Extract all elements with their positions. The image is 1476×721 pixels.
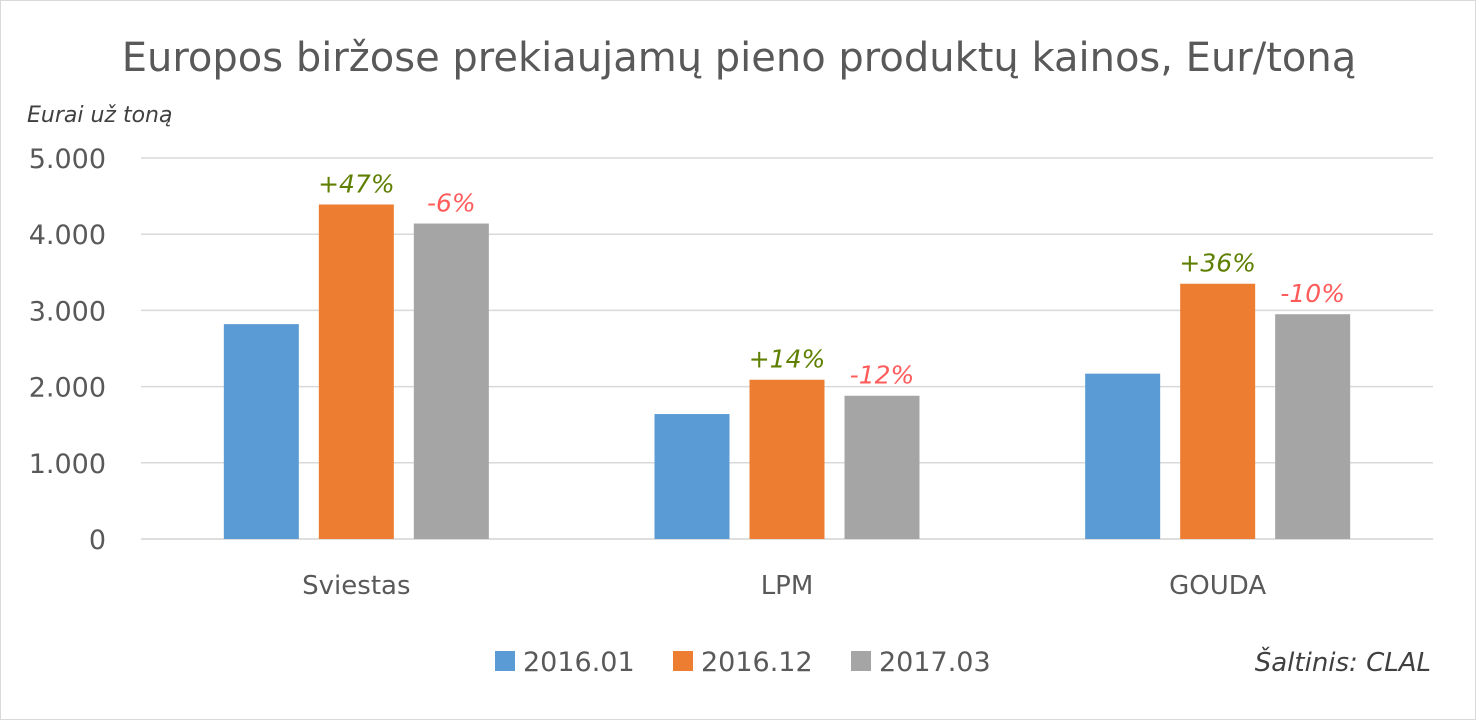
legend-label: 2017.03: [879, 647, 991, 678]
bar-2017.03-GOUDA: [1275, 314, 1351, 539]
bar-2016.12-LPM: [749, 379, 825, 539]
data-label: +47%: [318, 169, 395, 198]
y-tick-label: 2.000: [29, 373, 106, 404]
y-tick-label: 3.000: [29, 296, 106, 327]
legend: 2016.01 2016.12 2017.03: [495, 647, 991, 678]
y-tick-label: 4.000: [29, 220, 106, 251]
y-axis-ticks: 0 1.000 2.000 3.000 4.000 5.000: [29, 144, 106, 556]
category-label: GOUDA: [1169, 571, 1266, 601]
bar-2017.03-Sviestas: [413, 223, 489, 540]
bar-2016.01-GOUDA: [1085, 373, 1161, 539]
y-tick-label: 1.000: [29, 449, 106, 480]
data-label: -10%: [1280, 279, 1345, 308]
legend-swatch: [851, 651, 871, 671]
bar-2017.03-LPM: [844, 395, 920, 539]
bar-2016.12-Sviestas: [318, 204, 394, 539]
y-tick-label: 0: [89, 525, 106, 556]
category-label: Sviestas: [302, 571, 410, 601]
y-tick-label: 5.000: [29, 144, 106, 175]
source-note: Šaltinis: CLAL: [1255, 646, 1431, 678]
legend-label: 2016.12: [701, 647, 813, 678]
legend-label: 2016.01: [523, 647, 635, 678]
y-axis-label: Eurai už toną: [27, 103, 172, 128]
chart-title: Europos biržose prekiaujamų pieno produk…: [122, 35, 1357, 81]
bar-2016.01-LPM: [654, 414, 730, 539]
bar-annotations: +47% -6% +14% -12% +36% -10%: [318, 169, 1345, 389]
data-label: +14%: [749, 345, 826, 374]
data-label: +36%: [1179, 249, 1256, 278]
bar-2016.01-Sviestas: [223, 324, 299, 539]
bar-2016.12-GOUDA: [1180, 283, 1256, 539]
data-label: -6%: [427, 189, 476, 218]
bars: [223, 204, 1351, 540]
category-labels: Sviestas LPM GOUDA: [302, 571, 1266, 601]
legend-swatch: [495, 651, 515, 671]
data-label: -12%: [850, 361, 915, 390]
legend-swatch: [673, 651, 693, 671]
category-label: LPM: [761, 571, 814, 601]
